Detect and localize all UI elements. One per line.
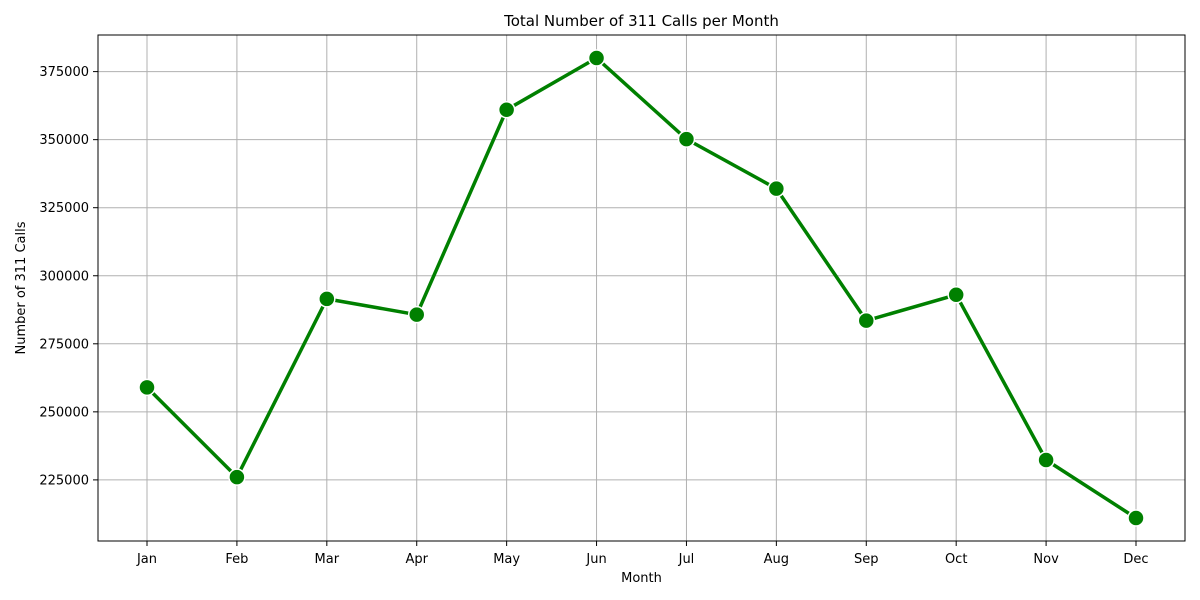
data-point: [228, 468, 246, 486]
chart-title: Total Number of 311 Calls per Month: [503, 12, 779, 30]
y-axis-ticks: 225000 250000 275000 300000 325000 350000 3750…: [39, 65, 98, 488]
x-tick-label: Sep: [854, 552, 879, 567]
data-point: [767, 179, 786, 198]
x-tick-label: Aug: [764, 552, 789, 567]
data-point: [318, 290, 336, 308]
y-tick-label: 275000: [39, 337, 89, 352]
x-tick-label: Nov: [1033, 552, 1059, 567]
y-axis-title: Number of 311 Calls: [14, 221, 29, 354]
data-point: [407, 305, 426, 324]
x-tick-label: Mar: [315, 552, 340, 567]
series-line: [145, 56, 1138, 520]
plot-area-frame: [97, 34, 1186, 542]
data-point: [857, 311, 876, 330]
y-tick-label: 350000: [39, 133, 89, 148]
x-tick-label: May: [493, 552, 520, 567]
y-tick-label: 225000: [39, 473, 89, 488]
data-markers: [138, 49, 1145, 527]
x-tick-label: Jan: [136, 552, 157, 567]
data-point: [947, 286, 965, 304]
grid-lines: [98, 35, 1185, 541]
x-tick-label: Apr: [405, 552, 428, 567]
x-tick-label: Jun: [585, 552, 606, 567]
y-tick-label: 325000: [39, 201, 89, 216]
data-point: [1127, 509, 1145, 527]
x-axis-title: Month: [621, 571, 662, 586]
x-tick-label: Dec: [1123, 552, 1148, 567]
y-tick-label: 300000: [39, 269, 89, 284]
x-tick-label: Feb: [225, 552, 248, 567]
series-line-layer: [145, 56, 1138, 520]
x-tick-label: Oct: [945, 552, 967, 567]
y-tick-label: 375000: [39, 65, 89, 80]
data-point: [587, 49, 606, 67]
x-axis-ticks: Jan Feb Mar Apr May Jun Jul Aug Sep Oct Nov Dec: [136, 541, 1149, 567]
data-point: [677, 130, 696, 148]
data-point: [138, 378, 156, 397]
y-tick-label: 250000: [39, 405, 89, 420]
data-point: [1037, 451, 1055, 469]
data-point: [497, 100, 516, 119]
x-tick-label: Jul: [678, 552, 695, 567]
